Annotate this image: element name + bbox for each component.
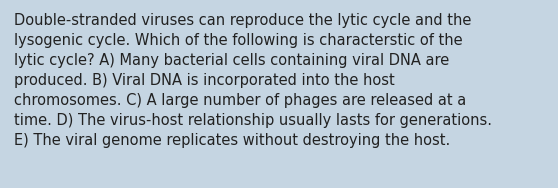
Text: Double-stranded viruses can reproduce the lytic cycle and the
lysogenic cycle. W: Double-stranded viruses can reproduce th… <box>14 13 492 148</box>
